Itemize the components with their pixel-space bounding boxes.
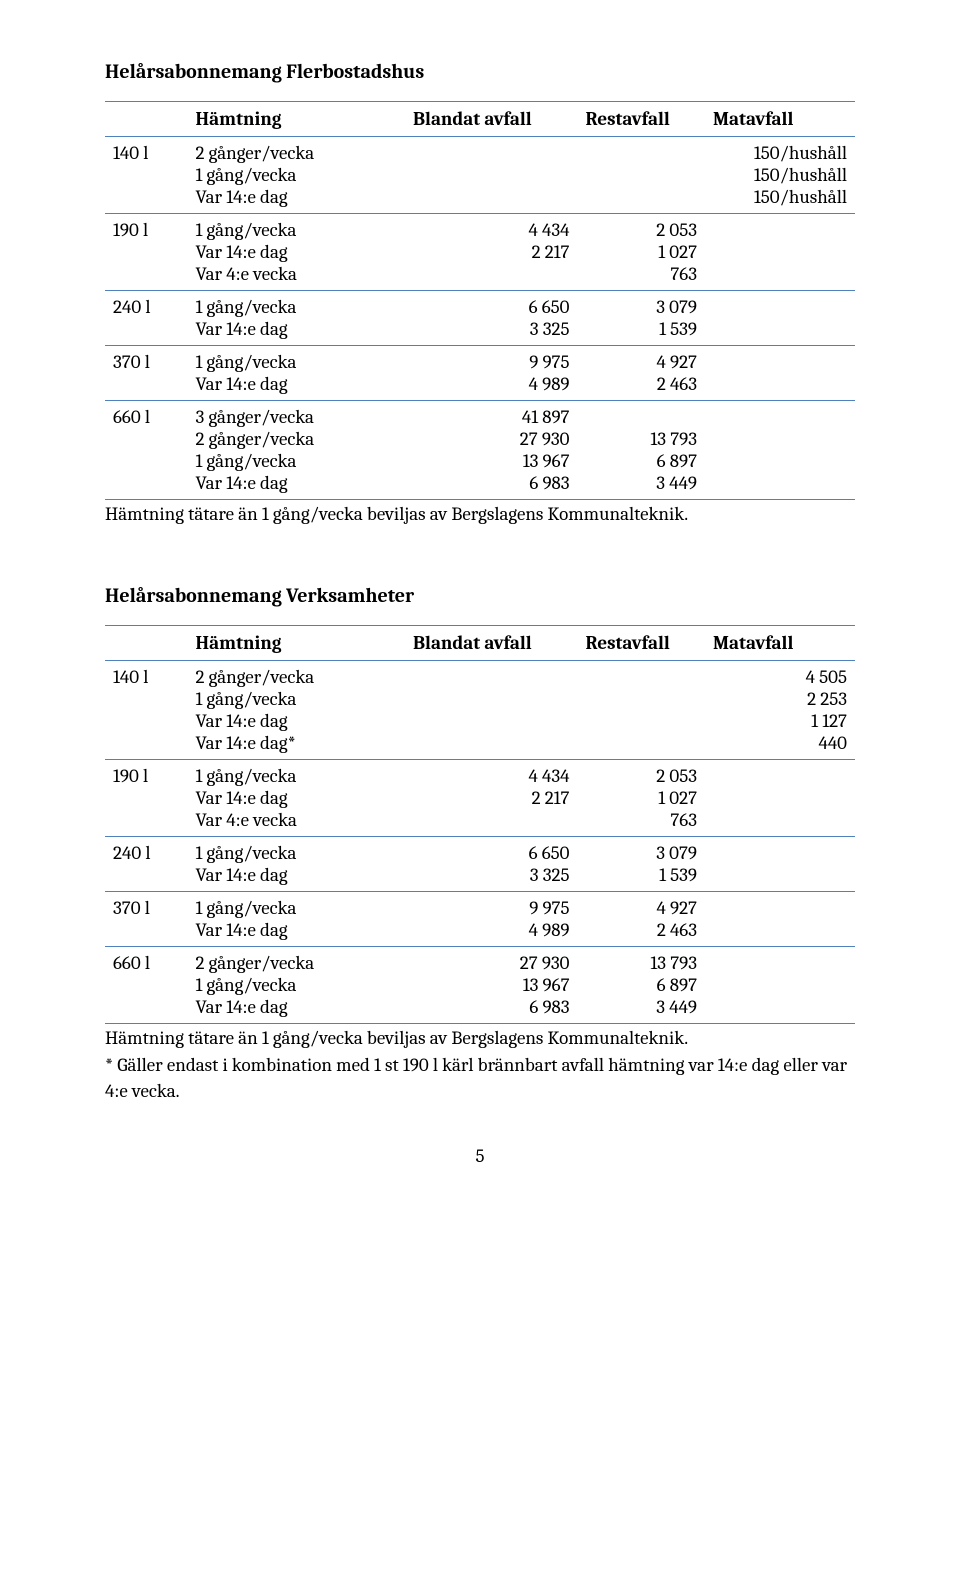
table-flerbostadshus: Hämtning Blandat avfall Restavfall Matav… xyxy=(105,101,855,500)
cell-blandat: 4 434 2 217 xyxy=(405,214,578,291)
cell-rest xyxy=(578,660,706,759)
cell-hamt: 1 gång/vecka Var 14:e dag Var 4:e vecka xyxy=(188,214,406,291)
table-row: 140 l 2 gånger/vecka 1 gång/vecka Var 14… xyxy=(105,660,855,759)
table-row: 660 l 2 gånger/vecka 1 gång/vecka Var 14… xyxy=(105,946,855,1023)
cell-vol: 660 l xyxy=(105,401,188,500)
cell-hamt: 1 gång/vecka Var 14:e dag Var 4:e vecka xyxy=(188,759,406,836)
cell-hamt: 1 gång/vecka Var 14:e dag xyxy=(188,291,406,346)
th-restavfall: Restavfall xyxy=(578,102,706,137)
table-row: 190 l 1 gång/vecka Var 14:e dag Var 4:e … xyxy=(105,759,855,836)
th-vol xyxy=(105,625,188,660)
cell-blandat: 6 650 3 325 xyxy=(405,291,578,346)
cell-blandat xyxy=(405,137,578,214)
table-row: 140 l 2 gånger/vecka 1 gång/vecka Var 14… xyxy=(105,137,855,214)
table-row: 370 l 1 gång/vecka Var 14:e dag 9 975 4 … xyxy=(105,346,855,401)
table-row: 240 l 1 gång/vecka Var 14:e dag 6 650 3 … xyxy=(105,836,855,891)
th-hamtning: Hämtning xyxy=(188,102,406,137)
section1-note: Hämtning tätare än 1 gång/vecka beviljas… xyxy=(105,502,855,528)
cell-vol: 240 l xyxy=(105,291,188,346)
cell-mat xyxy=(705,214,855,291)
th-vol xyxy=(105,102,188,137)
th-matavfall: Matavfall xyxy=(705,625,855,660)
cell-mat: 4 505 2 253 1 127 440 xyxy=(705,660,855,759)
cell-mat xyxy=(705,759,855,836)
cell-rest xyxy=(578,137,706,214)
cell-hamt: 2 gånger/vecka 1 gång/vecka Var 14:e dag xyxy=(188,137,406,214)
cell-mat xyxy=(705,291,855,346)
cell-rest: 2 053 1 027 763 xyxy=(578,759,706,836)
cell-mat xyxy=(705,946,855,1023)
cell-hamt: 2 gånger/vecka 1 gång/vecka Var 14:e dag… xyxy=(188,660,406,759)
cell-blandat: 41 897 27 930 13 967 6 983 xyxy=(405,401,578,500)
cell-blandat: 6 650 3 325 xyxy=(405,836,578,891)
table-row: 190 l 1 gång/vecka Var 14:e dag Var 4:e … xyxy=(105,214,855,291)
cell-blandat: 27 930 13 967 6 983 xyxy=(405,946,578,1023)
cell-hamt: 1 gång/vecka Var 14:e dag xyxy=(188,346,406,401)
cell-blandat: 4 434 2 217 xyxy=(405,759,578,836)
table-row: 660 l 3 gånger/vecka 2 gånger/vecka 1 gå… xyxy=(105,401,855,500)
table-row: 370 l 1 gång/vecka Var 14:e dag 9 975 4 … xyxy=(105,891,855,946)
page-number: 5 xyxy=(105,1145,855,1167)
cell-vol: 190 l xyxy=(105,214,188,291)
th-blandat: Blandat avfall xyxy=(405,102,578,137)
table-header-row: Hämtning Blandat avfall Restavfall Matav… xyxy=(105,102,855,137)
cell-rest: 4 927 2 463 xyxy=(578,346,706,401)
cell-hamt: 2 gånger/vecka 1 gång/vecka Var 14:e dag xyxy=(188,946,406,1023)
cell-rest: 4 927 2 463 xyxy=(578,891,706,946)
cell-vol: 140 l xyxy=(105,660,188,759)
th-blandat: Blandat avfall xyxy=(405,625,578,660)
cell-rest: 13 793 6 897 3 449 xyxy=(578,401,706,500)
cell-mat xyxy=(705,836,855,891)
cell-rest: 3 079 1 539 xyxy=(578,291,706,346)
cell-vol: 190 l xyxy=(105,759,188,836)
section2-title: Helårsabonnemang Verksamheter xyxy=(105,584,855,607)
th-matavfall: Matavfall xyxy=(705,102,855,137)
cell-blandat: 9 975 4 989 xyxy=(405,346,578,401)
cell-hamt: 3 gånger/vecka 2 gånger/vecka 1 gång/vec… xyxy=(188,401,406,500)
section1-title: Helårsabonnemang Flerbostadshus xyxy=(105,60,855,83)
table-header-row: Hämtning Blandat avfall Restavfall Matav… xyxy=(105,625,855,660)
table-row: 240 l 1 gång/vecka Var 14:e dag 6 650 3 … xyxy=(105,291,855,346)
cell-blandat xyxy=(405,660,578,759)
cell-rest: 13 793 6 897 3 449 xyxy=(578,946,706,1023)
cell-hamt: 1 gång/vecka Var 14:e dag xyxy=(188,836,406,891)
cell-vol: 370 l xyxy=(105,346,188,401)
cell-vol: 660 l xyxy=(105,946,188,1023)
section2-note1: Hämtning tätare än 1 gång/vecka beviljas… xyxy=(105,1026,855,1052)
cell-rest: 3 079 1 539 xyxy=(578,836,706,891)
cell-mat: 150/hushåll 150/hushåll 150/hushåll xyxy=(705,137,855,214)
cell-rest: 2 053 1 027 763 xyxy=(578,214,706,291)
cell-blandat: 9 975 4 989 xyxy=(405,891,578,946)
table-verksamheter: Hämtning Blandat avfall Restavfall Matav… xyxy=(105,625,855,1024)
cell-mat xyxy=(705,346,855,401)
cell-mat xyxy=(705,401,855,500)
cell-vol: 240 l xyxy=(105,836,188,891)
cell-hamt: 1 gång/vecka Var 14:e dag xyxy=(188,891,406,946)
cell-vol: 140 l xyxy=(105,137,188,214)
section2-note2: * Gäller endast i kombination med 1 st 1… xyxy=(105,1053,855,1104)
th-hamtning: Hämtning xyxy=(188,625,406,660)
th-restavfall: Restavfall xyxy=(578,625,706,660)
cell-mat xyxy=(705,891,855,946)
cell-vol: 370 l xyxy=(105,891,188,946)
